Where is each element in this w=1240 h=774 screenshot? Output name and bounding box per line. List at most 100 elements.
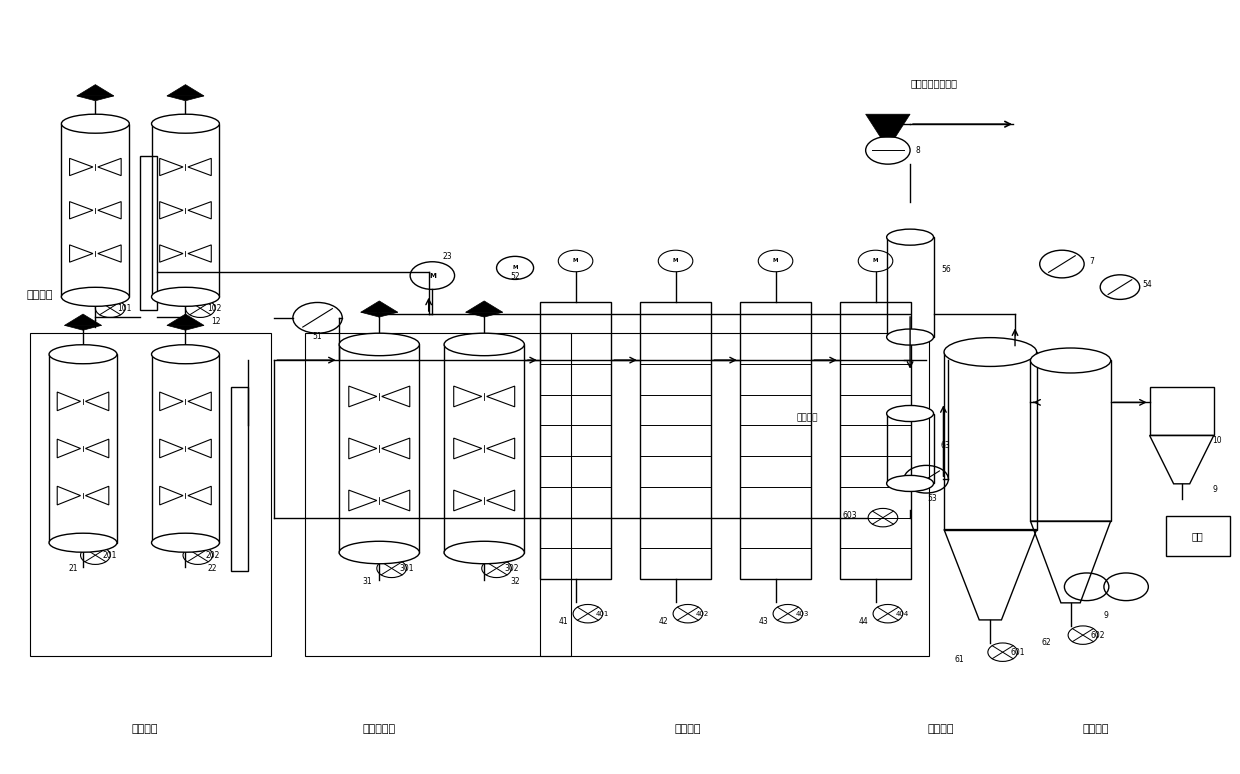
Text: 403: 403 <box>795 611 808 617</box>
Text: 聚合工段: 聚合工段 <box>675 724 701 734</box>
Ellipse shape <box>944 337 1037 366</box>
Bar <box>944 352 1037 529</box>
Text: 56: 56 <box>941 265 951 274</box>
Text: 202: 202 <box>206 551 219 560</box>
Text: M: M <box>429 272 435 279</box>
Ellipse shape <box>887 329 934 345</box>
Circle shape <box>496 256 533 279</box>
Polygon shape <box>77 84 114 96</box>
Text: 61: 61 <box>955 655 965 664</box>
Bar <box>887 237 934 337</box>
Ellipse shape <box>50 344 117 364</box>
Polygon shape <box>361 312 398 317</box>
Circle shape <box>658 250 693 272</box>
Text: 63: 63 <box>941 441 951 450</box>
Text: 预聚合工段: 预聚合工段 <box>363 724 396 734</box>
Bar <box>887 413 934 484</box>
Text: 31: 31 <box>362 577 372 586</box>
Bar <box>539 303 611 579</box>
Text: 32: 32 <box>510 577 520 586</box>
Text: 41: 41 <box>558 617 568 625</box>
Text: 12: 12 <box>212 317 221 326</box>
Text: 404: 404 <box>895 611 909 617</box>
Polygon shape <box>167 325 205 330</box>
Text: M: M <box>873 259 878 263</box>
Ellipse shape <box>151 115 219 133</box>
Text: 401: 401 <box>595 611 609 617</box>
Text: 53: 53 <box>928 494 937 503</box>
Text: 42: 42 <box>658 617 668 625</box>
Text: 8: 8 <box>915 146 920 155</box>
Bar <box>151 124 219 296</box>
Text: 101: 101 <box>118 303 131 313</box>
Text: 粉碎工段: 粉碎工段 <box>26 289 53 300</box>
Text: 10: 10 <box>1213 436 1223 445</box>
Ellipse shape <box>444 541 525 563</box>
Text: M: M <box>773 259 779 263</box>
Circle shape <box>410 262 455 289</box>
Text: 脱挥工段: 脱挥工段 <box>928 724 955 734</box>
Text: 301: 301 <box>399 563 413 573</box>
Polygon shape <box>167 96 205 101</box>
Bar <box>640 303 712 579</box>
Ellipse shape <box>151 287 219 307</box>
Bar <box>740 303 811 579</box>
Bar <box>62 124 129 296</box>
Text: 造粒工段: 造粒工段 <box>1083 724 1109 734</box>
Text: 601: 601 <box>1011 648 1024 656</box>
Text: 23: 23 <box>443 252 451 261</box>
Bar <box>151 354 219 543</box>
Polygon shape <box>64 314 102 325</box>
Text: 7: 7 <box>1089 257 1094 266</box>
Text: 真空冷凝: 真空冷凝 <box>796 413 817 423</box>
Ellipse shape <box>151 533 219 552</box>
Bar <box>50 354 117 543</box>
Bar <box>231 387 248 571</box>
Bar <box>1030 361 1111 521</box>
Text: 44: 44 <box>858 617 868 625</box>
Ellipse shape <box>340 334 419 356</box>
Text: 9: 9 <box>1213 485 1218 494</box>
Bar <box>305 334 570 656</box>
Text: 溶胶工段: 溶胶工段 <box>131 724 157 734</box>
Ellipse shape <box>151 344 219 364</box>
Circle shape <box>758 250 792 272</box>
Ellipse shape <box>340 541 419 563</box>
Text: 302: 302 <box>503 563 518 573</box>
Text: 602: 602 <box>1090 631 1105 639</box>
Bar <box>1149 387 1214 436</box>
Text: 52: 52 <box>510 272 520 282</box>
Polygon shape <box>361 301 398 312</box>
Text: 9: 9 <box>1104 611 1109 619</box>
Bar <box>1166 516 1230 556</box>
Text: 201: 201 <box>103 551 117 560</box>
Bar <box>340 344 419 553</box>
Polygon shape <box>64 325 102 330</box>
Polygon shape <box>466 312 502 317</box>
Text: 54: 54 <box>1142 280 1152 289</box>
Bar <box>444 344 525 553</box>
Text: 51: 51 <box>312 332 322 341</box>
Bar <box>539 334 929 656</box>
Text: 43: 43 <box>759 617 768 625</box>
Text: 102: 102 <box>207 303 222 313</box>
Text: 11: 11 <box>78 317 88 326</box>
Text: 62: 62 <box>1042 638 1050 647</box>
Ellipse shape <box>50 533 117 552</box>
Ellipse shape <box>887 406 934 422</box>
Text: 21: 21 <box>68 563 78 573</box>
Ellipse shape <box>444 334 525 356</box>
Text: M: M <box>512 265 518 270</box>
Ellipse shape <box>1030 348 1111 373</box>
Polygon shape <box>167 314 205 325</box>
Text: 往第一级真空系统: 往第一级真空系统 <box>910 78 957 88</box>
Bar <box>30 334 270 656</box>
Polygon shape <box>77 96 114 101</box>
Ellipse shape <box>62 287 129 307</box>
Text: 402: 402 <box>696 611 708 617</box>
Polygon shape <box>866 115 910 137</box>
Circle shape <box>858 250 893 272</box>
Text: M: M <box>673 259 678 263</box>
Polygon shape <box>466 301 502 312</box>
Ellipse shape <box>887 229 934 245</box>
